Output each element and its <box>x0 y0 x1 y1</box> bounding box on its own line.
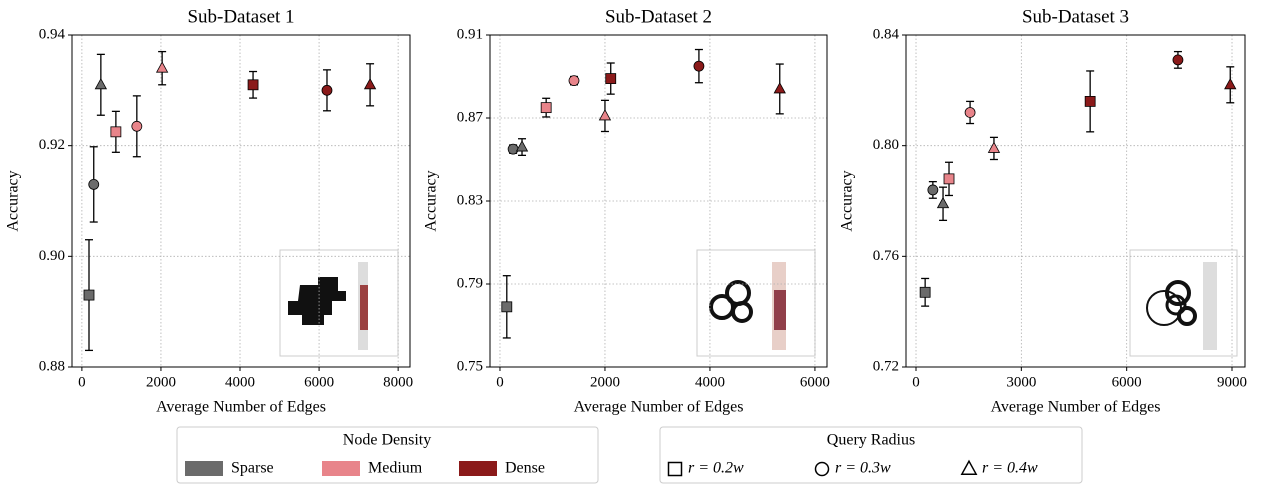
legend-swatch <box>459 461 497 476</box>
x-tick-label: 4000 <box>225 374 255 390</box>
y-tick-label: 0.76 <box>873 248 900 264</box>
marker-square <box>943 173 955 185</box>
plot-frame <box>905 34 1246 368</box>
legend-swatch <box>185 461 223 476</box>
legend-label: Dense <box>505 460 545 477</box>
chart-title: Sub-Dataset 1 <box>187 6 294 27</box>
legend-label: r = 0.4w <box>982 460 1038 477</box>
marker-circle <box>693 60 705 72</box>
marker-square <box>83 289 95 301</box>
marker-circle <box>964 107 976 118</box>
legend-label: Sparse <box>231 460 274 477</box>
marker-circle <box>88 178 100 190</box>
y-axis-label: Accuracy <box>423 170 440 231</box>
x-tick-label: 6000 <box>304 374 334 390</box>
x-tick-label: 3000 <box>1006 374 1036 390</box>
legend-label: r = 0.2w <box>688 460 744 477</box>
marker-circle <box>321 84 333 96</box>
y-tick-label: 0.88 <box>39 358 65 374</box>
marker-triangle <box>94 77 108 90</box>
marker-triangle <box>363 77 377 90</box>
marker-circle <box>568 75 580 87</box>
y-tick-label: 0.91 <box>457 26 483 42</box>
legend-title: Query Radius <box>827 432 915 449</box>
y-tick-label: 0.92 <box>39 137 65 153</box>
y-tick-label: 0.75 <box>457 358 483 374</box>
x-tick-label: 2000 <box>590 374 620 390</box>
x-axis-label: Average Number of Edges <box>574 399 744 416</box>
inset-1 <box>279 249 399 357</box>
y-tick-label: 0.94 <box>39 26 66 42</box>
x-tick-label: 8000 <box>383 374 413 390</box>
x-tick-label: 9000 <box>1217 374 1247 390</box>
y-axis-label: Accuracy <box>839 170 856 231</box>
marker-triangle <box>1224 77 1237 90</box>
x-tick-label: 6000 <box>800 374 830 390</box>
marker-square <box>667 461 683 477</box>
inset-2 <box>696 249 816 357</box>
marker-square <box>1084 96 1096 107</box>
chart-title: Sub-Dataset 2 <box>605 6 712 27</box>
plot-frame <box>71 34 411 368</box>
marker-square <box>919 286 931 298</box>
marker-square <box>110 126 122 138</box>
marker-square <box>605 73 617 84</box>
legend-box <box>659 426 1083 484</box>
x-tick-label: 4000 <box>695 374 725 390</box>
marker-circle <box>814 461 830 477</box>
chart-title: Sub-Dataset 3 <box>1022 6 1129 27</box>
legend-title: Node Density <box>343 432 431 449</box>
x-tick-label: 0 <box>912 374 920 390</box>
legend-label: Medium <box>368 460 423 477</box>
x-tick-label: 6000 <box>1112 374 1142 390</box>
y-tick-label: 0.72 <box>873 358 899 374</box>
marker-triangle <box>598 109 612 121</box>
y-tick-label: 0.83 <box>457 192 483 208</box>
marker-triangle <box>773 82 786 94</box>
marker-triangle <box>987 141 1001 153</box>
x-tick-label: 2000 <box>146 374 176 390</box>
x-axis-label: Average Number of Edges <box>156 399 326 416</box>
y-tick-label: 0.79 <box>457 275 483 291</box>
marker-triangle <box>960 459 978 475</box>
y-tick-label: 0.80 <box>873 137 899 153</box>
y-tick-label: 0.84 <box>873 26 900 42</box>
plot-frame <box>489 34 828 368</box>
marker-square <box>501 301 513 313</box>
marker-circle <box>1172 54 1184 66</box>
marker-square <box>247 79 259 91</box>
x-tick-label: 0 <box>496 374 504 390</box>
x-axis-label: Average Number of Edges <box>991 399 1161 416</box>
marker-square <box>540 102 552 114</box>
y-tick-label: 0.90 <box>39 248 65 264</box>
marker-circle <box>131 120 143 132</box>
y-tick-label: 0.87 <box>457 109 484 125</box>
legend-swatch <box>322 461 360 476</box>
marker-circle <box>507 143 519 155</box>
inset-3 <box>1129 249 1238 357</box>
marker-circle <box>927 184 939 196</box>
marker-triangle <box>515 140 529 152</box>
marker-triangle <box>155 61 169 73</box>
x-tick-label: 0 <box>78 374 86 390</box>
marker-triangle <box>936 196 950 209</box>
y-axis-label: Accuracy <box>5 170 22 231</box>
legend-label: r = 0.3w <box>835 460 891 477</box>
